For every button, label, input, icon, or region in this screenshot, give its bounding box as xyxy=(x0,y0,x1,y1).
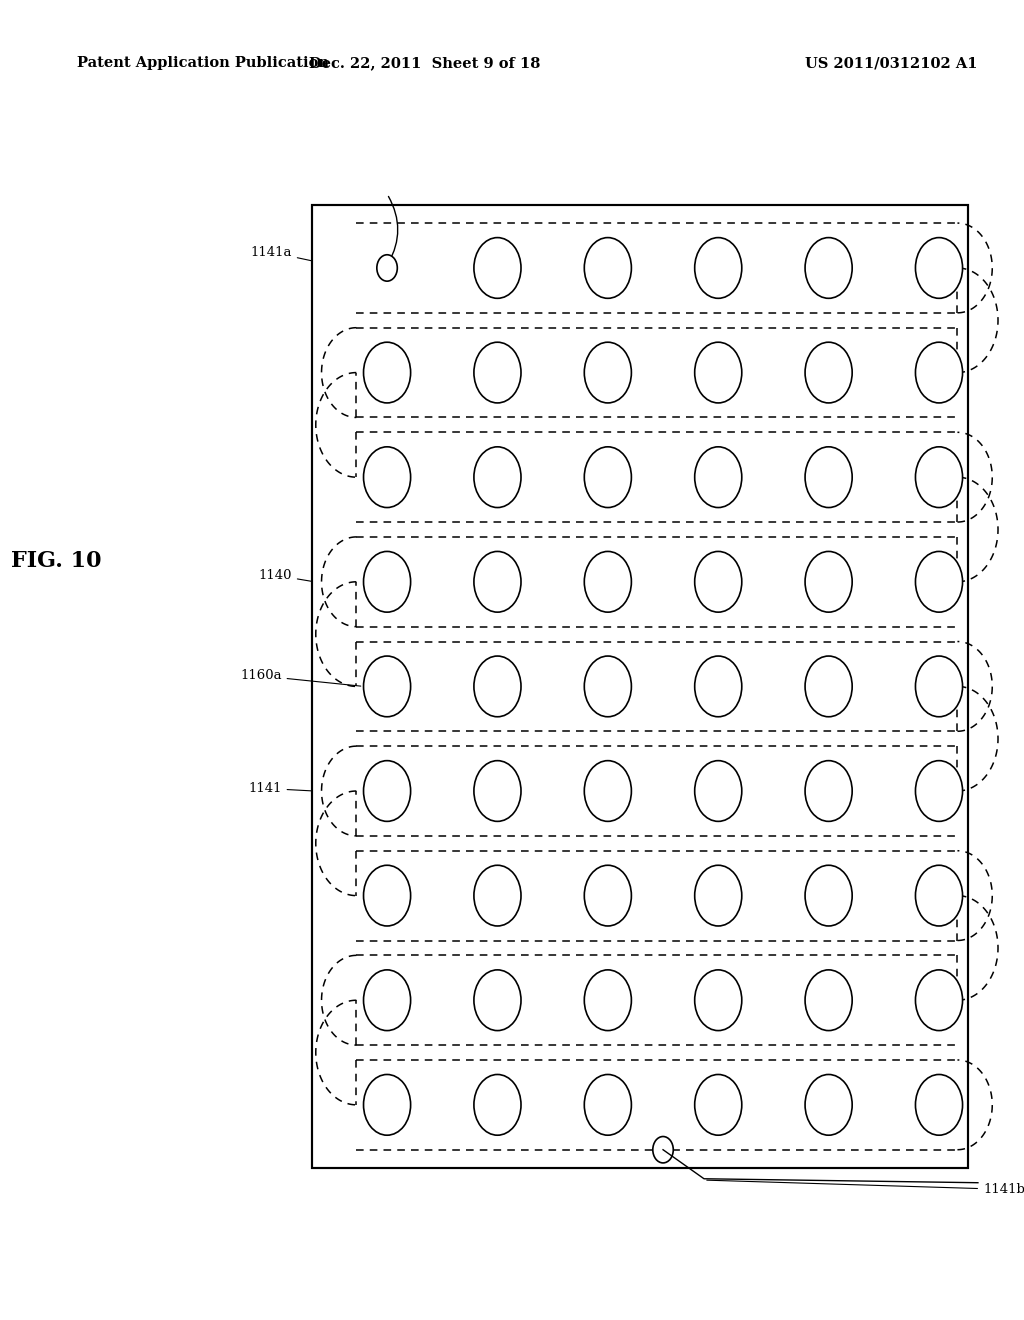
Circle shape xyxy=(805,866,852,927)
Circle shape xyxy=(364,552,411,612)
Circle shape xyxy=(377,255,397,281)
Bar xyxy=(312,205,968,1168)
Circle shape xyxy=(474,656,521,717)
Circle shape xyxy=(694,552,741,612)
Circle shape xyxy=(915,656,963,717)
Circle shape xyxy=(364,866,411,927)
Text: US 2011/0312102 A1: US 2011/0312102 A1 xyxy=(805,57,977,70)
Circle shape xyxy=(364,760,411,821)
Circle shape xyxy=(585,656,632,717)
Circle shape xyxy=(585,238,632,298)
Circle shape xyxy=(915,760,963,821)
Circle shape xyxy=(474,238,521,298)
Circle shape xyxy=(805,446,852,508)
Circle shape xyxy=(805,970,852,1031)
Circle shape xyxy=(694,1074,741,1135)
Circle shape xyxy=(585,446,632,508)
Text: 1141: 1141 xyxy=(248,781,311,795)
Circle shape xyxy=(474,446,521,508)
Circle shape xyxy=(364,1074,411,1135)
Circle shape xyxy=(694,342,741,403)
Circle shape xyxy=(915,552,963,612)
Circle shape xyxy=(805,1074,852,1135)
Circle shape xyxy=(805,656,852,717)
Circle shape xyxy=(694,866,741,927)
Text: FIG. 10: FIG. 10 xyxy=(11,550,101,572)
Text: 1140: 1140 xyxy=(258,569,311,582)
Circle shape xyxy=(364,342,411,403)
Circle shape xyxy=(915,238,963,298)
Text: 1141a: 1141a xyxy=(250,246,311,261)
Circle shape xyxy=(915,1074,963,1135)
Circle shape xyxy=(915,866,963,927)
Circle shape xyxy=(364,970,411,1031)
Bar xyxy=(312,205,968,1168)
Circle shape xyxy=(474,866,521,927)
Text: 1141b: 1141b xyxy=(707,1180,1024,1196)
Circle shape xyxy=(805,238,852,298)
Circle shape xyxy=(585,970,632,1031)
Circle shape xyxy=(474,552,521,612)
Circle shape xyxy=(915,446,963,508)
Circle shape xyxy=(653,1137,674,1163)
Circle shape xyxy=(585,760,632,821)
Circle shape xyxy=(474,342,521,403)
Circle shape xyxy=(585,866,632,927)
Circle shape xyxy=(915,970,963,1031)
Text: Dec. 22, 2011  Sheet 9 of 18: Dec. 22, 2011 Sheet 9 of 18 xyxy=(309,57,541,70)
Text: Patent Application Publication: Patent Application Publication xyxy=(77,57,329,70)
Circle shape xyxy=(805,760,852,821)
Circle shape xyxy=(585,552,632,612)
Circle shape xyxy=(474,970,521,1031)
Circle shape xyxy=(805,342,852,403)
Circle shape xyxy=(694,238,741,298)
Circle shape xyxy=(805,552,852,612)
Circle shape xyxy=(585,342,632,403)
Circle shape xyxy=(474,1074,521,1135)
Circle shape xyxy=(694,970,741,1031)
Circle shape xyxy=(694,656,741,717)
Circle shape xyxy=(694,446,741,508)
Circle shape xyxy=(915,342,963,403)
Circle shape xyxy=(585,1074,632,1135)
Circle shape xyxy=(694,760,741,821)
Circle shape xyxy=(364,656,411,717)
Circle shape xyxy=(364,446,411,508)
Text: 1160a: 1160a xyxy=(240,669,360,686)
Circle shape xyxy=(474,760,521,821)
